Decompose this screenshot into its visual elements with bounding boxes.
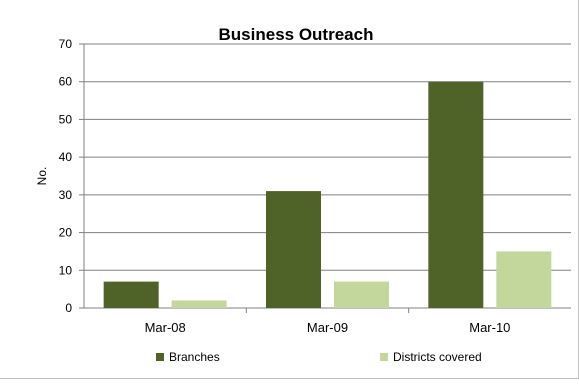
bar-districts-covered-mar-08 (171, 300, 227, 308)
y-tick-label: 0 (65, 301, 72, 315)
y-tick-label: 10 (59, 263, 73, 277)
x-tick-labels: Mar-08 Mar-09 Mar-10 (145, 320, 511, 335)
bar-districts-covered-mar-10 (496, 251, 552, 308)
legend: Branches Districts covered (156, 350, 482, 364)
y-axis-label: No. (35, 167, 49, 186)
y-tick-label: 30 (59, 188, 73, 202)
y-tick-label: 20 (59, 226, 73, 240)
legend-swatch (156, 353, 164, 361)
gridlines (84, 43, 571, 271)
y-tick-label: 50 (59, 112, 73, 126)
axes (79, 43, 571, 313)
x-tick-label: Mar-08 (145, 320, 186, 335)
x-tick-label: Mar-09 (307, 320, 348, 335)
y-tick-label: 60 (59, 75, 73, 89)
bar-branches-mar-09 (266, 191, 321, 308)
chart-title: Business Outreach (219, 25, 374, 44)
bars (103, 81, 552, 308)
y-tick-label: 70 (59, 37, 73, 51)
legend-swatch (380, 353, 388, 361)
legend-label: Districts covered (393, 350, 482, 364)
x-tick-label: Mar-10 (469, 320, 510, 335)
legend-label: Branches (169, 350, 220, 364)
bar-districts-covered-mar-09 (334, 281, 389, 308)
y-tick-label: 40 (59, 150, 73, 164)
y-tick-labels: 0 10 20 30 40 50 60 70 (59, 37, 73, 315)
bar-branches-mar-10 (428, 81, 484, 308)
bar-branches-mar-08 (103, 281, 159, 308)
